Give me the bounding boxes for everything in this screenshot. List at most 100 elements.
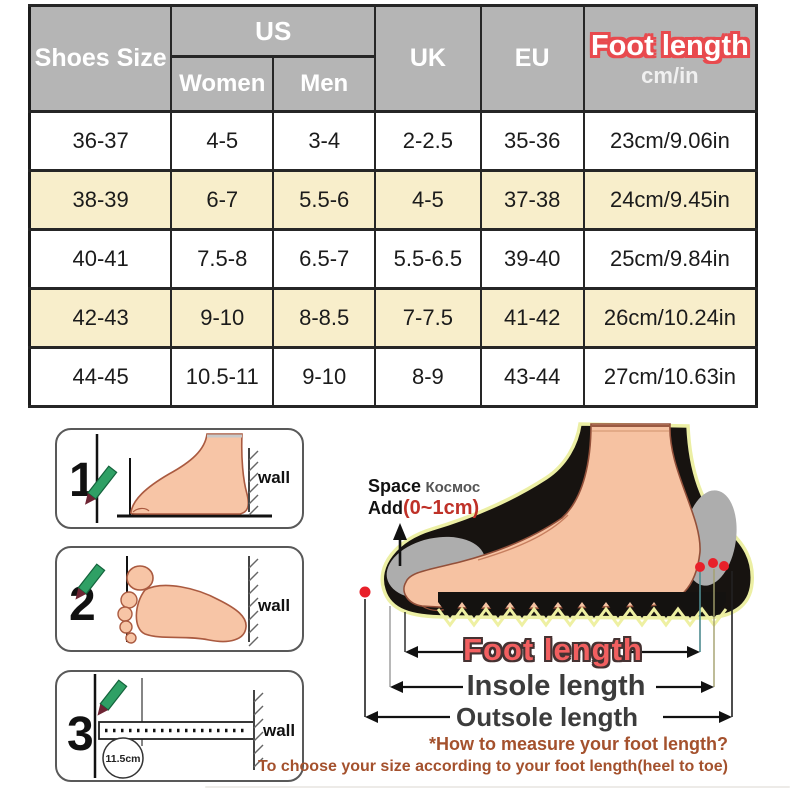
foot-side-illustration	[130, 433, 250, 515]
big-toe	[126, 565, 154, 591]
cell-us-women: 9-10	[170, 287, 275, 349]
toe	[125, 632, 137, 644]
arrowhead-right	[701, 681, 714, 693]
cell-size: 40-41	[28, 228, 173, 290]
space-label: Space	[368, 476, 422, 496]
arrowhead-right	[719, 711, 732, 723]
foot-illustration	[403, 423, 701, 610]
divider-line	[205, 786, 790, 788]
wall-label: wall	[262, 721, 295, 740]
header-eu: EU	[479, 4, 585, 113]
space-arrowhead	[393, 523, 407, 540]
measure-dot	[719, 561, 729, 571]
choose-size-note: To choose your size according to your fo…	[258, 758, 728, 775]
measure-step-1: 1 wall	[55, 428, 304, 529]
outsole-length-label: Outsole length	[456, 702, 638, 732]
header-shoes-size: Shoes Size	[28, 4, 173, 113]
cell-eu: 41-42	[479, 287, 585, 349]
header-us-women: Women	[170, 55, 275, 113]
size-chart-table: Shoes Size US UK EU Foot length cm/in Wo…	[28, 4, 758, 408]
cell-eu: 37-38	[479, 169, 585, 231]
sole-tread	[438, 592, 726, 618]
instep-line	[477, 514, 569, 561]
cell-uk: 4-5	[374, 169, 482, 231]
how-to-measure-note: *How to measure your foot length?	[428, 734, 728, 754]
cell-size: 42-43	[28, 287, 173, 349]
arrowhead-left	[390, 681, 403, 693]
header-foot-length: Foot length cm/in	[582, 4, 758, 113]
foot-length-label: Foot length	[463, 632, 643, 667]
step-number: 3	[67, 708, 94, 761]
wall-label: wall	[257, 468, 290, 487]
measure-step-3: 3 11.5cm wall	[55, 670, 304, 782]
step-3-illustration: 3 11.5cm wall	[67, 674, 295, 779]
measurement-bubble	[102, 737, 144, 779]
table-row: 42-43 9-10 8-8.5 7-7.5 41-42 26cm/10.24i…	[28, 287, 758, 349]
foot-measure-diagram: Space Космос Add(0~1cm) Foot length Inso…	[358, 420, 798, 732]
table-row: 38-39 6-7 5.5-6 4-5 37-38 24cm/9.45in	[28, 169, 758, 231]
cell-uk: 5.5-6.5	[374, 228, 482, 290]
header-uk: UK	[374, 4, 482, 113]
toe	[119, 620, 133, 634]
wall-hatch	[248, 556, 259, 647]
toe	[117, 606, 133, 622]
cell-us-men: 5.5-6	[272, 169, 377, 231]
pencil-icon	[75, 563, 106, 600]
cell-eu: 35-36	[479, 110, 585, 172]
foot-length-unit: cm/in	[641, 62, 699, 88]
cell-foot-length: 25cm/9.84in	[582, 228, 758, 290]
space-annotation: Space Космос Add(0~1cm)	[368, 476, 480, 520]
header-us: US	[170, 4, 377, 58]
cell-us-women: 4-5	[170, 110, 275, 172]
cell-uk: 8-9	[374, 346, 482, 408]
heel-point-dot	[359, 586, 371, 598]
wall-hatch	[253, 690, 264, 770]
measurement-value: 11.5cm	[105, 753, 140, 765]
pencil-icon	[84, 465, 118, 505]
measure-dot	[695, 562, 705, 572]
cell-foot-length: 26cm/10.24in	[582, 287, 758, 349]
toe	[120, 591, 138, 609]
toe-crease	[132, 507, 150, 513]
foot-length-title: Foot length	[590, 29, 749, 62]
table-row: 36-37 4-5 3-4 2-2.5 35-36 23cm/9.06in	[28, 110, 758, 172]
cell-us-women: 7.5-8	[170, 228, 275, 290]
cell-size: 44-45	[28, 346, 173, 408]
cell-us-men: 6.5-7	[272, 228, 377, 290]
table-row: 40-41 7.5-8 6.5-7 5.5-6.5 39-40 25cm/9.8…	[28, 228, 758, 290]
cell-foot-length: 27cm/10.63in	[582, 346, 758, 408]
measure-step-2: 2 wall	[55, 546, 304, 652]
foot-sole-illustration	[135, 584, 247, 643]
add-label: Add	[368, 498, 403, 518]
cell-eu: 39-40	[479, 228, 585, 290]
cell-us-women: 10.5-11	[170, 346, 275, 408]
wall-label: wall	[257, 596, 290, 615]
insole-length-label: Insole length	[466, 670, 646, 702]
pencil-icon	[97, 679, 128, 716]
cell-eu: 43-44	[479, 346, 585, 408]
cell-us-women: 6-7	[170, 169, 275, 231]
add-range: (0~1cm)	[403, 497, 480, 519]
wall-hatch	[248, 448, 259, 516]
table-body: 36-37 4-5 3-4 2-2.5 35-36 23cm/9.06in 38…	[28, 110, 758, 408]
cell-foot-length: 24cm/9.45in	[582, 169, 758, 231]
step-1-illustration: 1 wall	[69, 433, 290, 523]
arrowhead-right	[687, 646, 700, 658]
cell-size: 36-37	[28, 110, 173, 172]
space-label-ru: Космос	[425, 479, 481, 496]
cell-us-men: 3-4	[272, 110, 377, 172]
arrowhead-left	[365, 711, 378, 723]
measure-dot	[708, 558, 718, 568]
cell-foot-length: 23cm/9.06in	[582, 110, 758, 172]
arrowhead-left	[405, 646, 418, 658]
cell-us-men: 8-8.5	[272, 287, 377, 349]
cell-size: 38-39	[28, 169, 173, 231]
cell-us-men: 9-10	[272, 346, 377, 408]
table-header: Shoes Size US UK EU Foot length cm/in Wo…	[28, 4, 758, 113]
table-row: 44-45 10.5-11 9-10 8-9 43-44 27cm/10.63i…	[28, 346, 758, 408]
header-us-men: Men	[272, 55, 377, 113]
tread-glow	[436, 606, 728, 628]
cell-uk: 2-2.5	[374, 110, 482, 172]
step-2-illustration: 2 wall	[69, 556, 290, 647]
